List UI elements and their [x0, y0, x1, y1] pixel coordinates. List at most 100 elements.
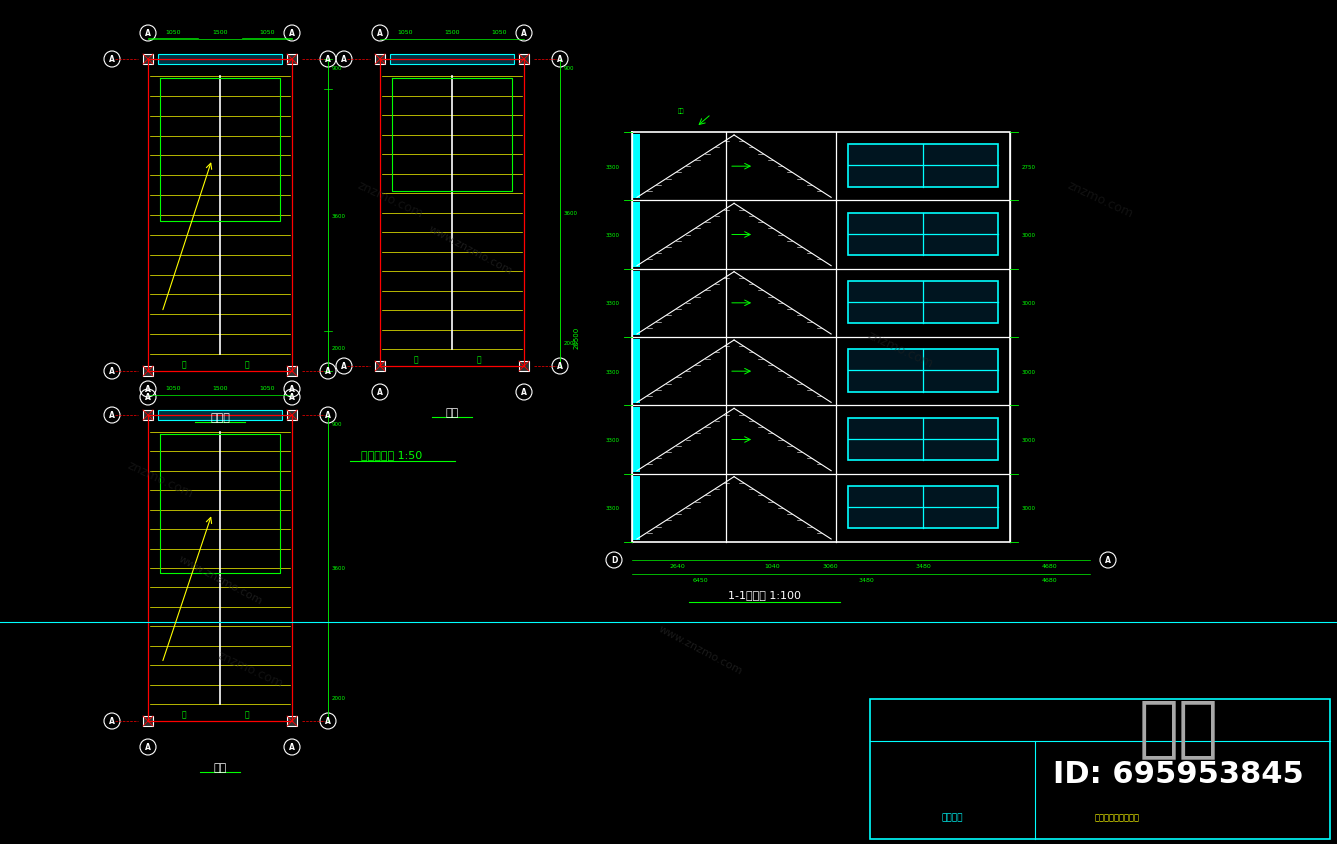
Text: A: A — [144, 743, 151, 752]
Text: 上: 上 — [245, 710, 249, 718]
Text: 3000: 3000 — [1021, 301, 1036, 306]
Text: A: A — [110, 717, 115, 726]
Bar — [158, 55, 282, 65]
Text: A: A — [558, 362, 563, 371]
Text: 上: 上 — [245, 360, 249, 369]
Bar — [287, 55, 297, 65]
Bar — [632, 135, 640, 199]
Text: 2000: 2000 — [332, 345, 346, 350]
Bar — [287, 410, 297, 420]
Text: 1050: 1050 — [166, 30, 180, 35]
Text: 下: 下 — [413, 355, 418, 364]
Text: 2640: 2640 — [670, 563, 686, 568]
Text: A: A — [110, 411, 115, 420]
Text: ID: 695953845: ID: 695953845 — [1052, 760, 1304, 788]
Text: A: A — [1106, 556, 1111, 565]
Bar — [143, 410, 152, 420]
Bar — [632, 408, 640, 472]
Bar — [143, 366, 152, 376]
Text: A: A — [341, 362, 346, 371]
Text: 4680: 4680 — [1042, 563, 1058, 568]
Bar — [848, 486, 997, 528]
Text: 6450: 6450 — [693, 577, 707, 582]
Text: 3000: 3000 — [1021, 233, 1036, 238]
Text: 上: 上 — [477, 355, 481, 364]
Text: A: A — [110, 56, 115, 64]
Bar — [374, 55, 385, 65]
Text: 1050: 1050 — [259, 30, 274, 35]
Text: A: A — [289, 385, 295, 394]
Bar — [143, 717, 152, 726]
Text: znzmo.com: znzmo.com — [356, 179, 425, 220]
Text: A: A — [289, 393, 295, 402]
Bar — [390, 55, 513, 65]
Text: 900: 900 — [332, 421, 342, 426]
Text: A: A — [377, 30, 382, 39]
Bar — [158, 410, 282, 420]
Text: A: A — [325, 717, 332, 726]
Text: 标准层: 标准层 — [210, 413, 230, 423]
Bar — [848, 350, 997, 392]
Text: www.znzmo.com: www.znzmo.com — [176, 553, 263, 606]
Text: 900: 900 — [564, 66, 575, 71]
Text: A: A — [325, 56, 332, 64]
Text: 下: 下 — [182, 360, 186, 369]
Text: A: A — [325, 411, 332, 420]
Bar — [143, 55, 152, 65]
Text: 下: 下 — [182, 710, 186, 718]
Bar — [870, 699, 1330, 839]
Text: 1050: 1050 — [397, 30, 413, 35]
Text: A: A — [144, 393, 151, 402]
Text: A: A — [521, 388, 527, 397]
Text: 底层: 底层 — [214, 762, 227, 772]
Text: 2750: 2750 — [1021, 165, 1036, 170]
Text: znzmo.com: znzmo.com — [215, 648, 285, 690]
Text: A: A — [144, 30, 151, 39]
Text: 3000: 3000 — [1021, 369, 1036, 374]
Bar — [632, 339, 640, 404]
Text: 3300: 3300 — [606, 437, 620, 442]
Text: 3480: 3480 — [858, 577, 874, 582]
Bar — [519, 361, 529, 371]
Text: 3480: 3480 — [916, 563, 931, 568]
Text: A: A — [341, 56, 346, 64]
Bar — [848, 282, 997, 324]
Bar — [632, 271, 640, 336]
Text: 1500: 1500 — [213, 30, 227, 35]
Text: 1500: 1500 — [444, 30, 460, 35]
Text: 3600: 3600 — [332, 565, 346, 571]
Text: 1500: 1500 — [213, 386, 227, 391]
Text: 设计题目: 设计题目 — [941, 813, 963, 821]
Text: A: A — [325, 367, 332, 376]
Bar — [632, 476, 640, 540]
Text: 4680: 4680 — [1042, 577, 1058, 582]
Bar — [632, 203, 640, 268]
Bar — [374, 361, 385, 371]
Text: A: A — [289, 30, 295, 39]
Text: znzmo.com: znzmo.com — [1066, 179, 1135, 220]
Text: znzmo.com: znzmo.com — [126, 458, 195, 500]
Text: 3000: 3000 — [1021, 506, 1036, 511]
Text: A: A — [144, 385, 151, 394]
Text: A: A — [110, 367, 115, 376]
Text: 项层: 项层 — [445, 408, 459, 418]
Bar — [519, 55, 529, 65]
Text: www.znzmo.com: www.znzmo.com — [656, 623, 743, 675]
Text: 1-1剖面图 1:100: 1-1剖面图 1:100 — [727, 589, 801, 599]
Text: 3300: 3300 — [606, 301, 620, 306]
Text: 框架中学宿舍楼设计: 框架中学宿舍楼设计 — [1095, 813, 1139, 821]
Text: A: A — [558, 56, 563, 64]
Text: 1050: 1050 — [166, 386, 180, 391]
Text: 1050: 1050 — [491, 30, 507, 35]
Text: A: A — [289, 743, 295, 752]
Text: 地面: 地面 — [678, 108, 685, 114]
Text: 3060: 3060 — [822, 563, 838, 568]
Text: 2000: 2000 — [332, 695, 346, 701]
Bar — [287, 366, 297, 376]
Text: 3300: 3300 — [606, 165, 620, 170]
Text: 知末: 知末 — [1138, 694, 1218, 760]
Bar — [848, 214, 997, 256]
Text: 3600: 3600 — [564, 211, 578, 216]
Text: 900: 900 — [332, 66, 342, 71]
Bar — [287, 717, 297, 726]
